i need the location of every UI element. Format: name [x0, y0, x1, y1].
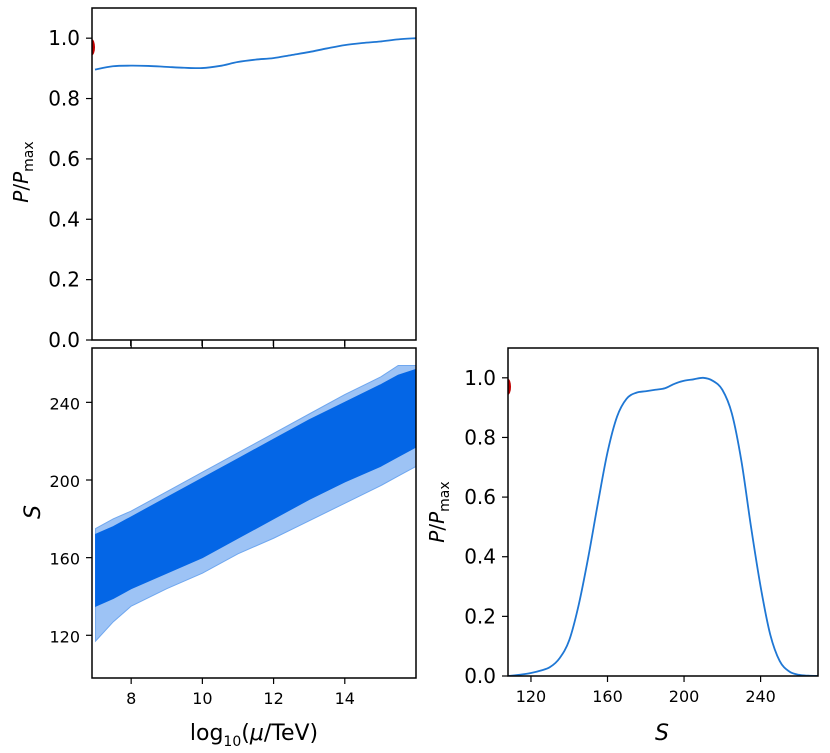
tl-ytick-label: 1.0: [48, 26, 80, 50]
tl-ytick-label: 0.4: [48, 207, 80, 231]
br-ticks: 0.0 0.2 0.4 0.6 0.8 1.0 120 160 200 240: [464, 366, 776, 706]
bl-ylabel: S: [21, 505, 46, 519]
br-xtick-label: 240: [745, 687, 776, 706]
br-plot-area: [508, 376, 818, 676]
br-ylabel: P/Pmax: [425, 481, 453, 542]
bl-xlabel: log10(μ/TeV): [190, 721, 318, 750]
br-ytick-label: 0.0: [464, 664, 496, 688]
bl-xtick-label: 8: [126, 689, 136, 708]
br-frame: [507, 347, 819, 677]
br-xlabel: S: [655, 721, 669, 746]
br-xtick-label: 160: [592, 687, 623, 706]
br-series-line: [508, 376, 818, 676]
bl-ytick-label: 200: [49, 472, 80, 491]
tl-ytick-label: 0.6: [48, 147, 80, 171]
br-ytick-label: 1.0: [464, 366, 496, 390]
bl-xtick-label: 10: [192, 689, 212, 708]
panel-bottom-left: 120 160 200 240 8 10 12 14 log10(μ/TeV) S: [21, 340, 417, 750]
bl-plot-area: [95, 364, 416, 643]
tl-ytick-label: 0.2: [48, 268, 80, 292]
bl-frame: [91, 347, 417, 679]
bl-ytick-label: 160: [49, 550, 80, 569]
br-ytick-label: 0.2: [464, 604, 496, 628]
tl-ylabel: P/Pmax: [9, 141, 37, 202]
bl-ytick-label: 120: [49, 627, 80, 646]
tl-plot-area: [92, 37, 416, 71]
tl-ytick-label: 0.0: [48, 328, 80, 352]
panel-top-left: 0.0 0.2 0.4 0.6 0.8 1.0 P/Pmax: [9, 7, 417, 352]
bl-inner-band: [95, 368, 416, 607]
bl-xtick-label: 14: [335, 689, 355, 708]
br-ytick-label: 0.6: [464, 485, 496, 509]
br-xtick-label: 120: [516, 687, 547, 706]
br-ytick-label: 0.8: [464, 425, 496, 449]
br-ytick-label: 0.4: [464, 545, 496, 569]
tl-ticks: 0.0 0.2 0.4 0.6 0.8 1.0: [48, 26, 346, 352]
br-xtick-label: 200: [669, 687, 700, 706]
bl-xtick-label: 12: [263, 689, 283, 708]
tl-frame: [91, 7, 417, 341]
panel-bottom-right: 0.0 0.2 0.4 0.6 0.8 1.0 120 160 200 240 S P/Pmax: [425, 347, 819, 746]
bl-ticks: 120 160 200 240 8 10 12 14: [49, 340, 355, 708]
tl-series-line: [94, 37, 416, 71]
tl-ytick-label: 0.8: [48, 87, 80, 111]
bl-ytick-label: 240: [49, 394, 80, 413]
